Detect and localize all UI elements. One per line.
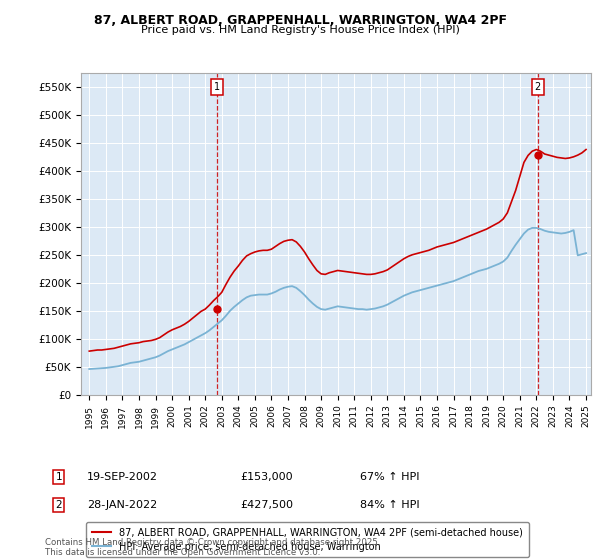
- Text: £153,000: £153,000: [240, 472, 293, 482]
- Text: Contains HM Land Registry data © Crown copyright and database right 2025.
This d: Contains HM Land Registry data © Crown c…: [45, 538, 380, 557]
- Text: 67% ↑ HPI: 67% ↑ HPI: [360, 472, 419, 482]
- Text: 1: 1: [55, 472, 62, 482]
- Text: Price paid vs. HM Land Registry's House Price Index (HPI): Price paid vs. HM Land Registry's House …: [140, 25, 460, 35]
- Text: 87, ALBERT ROAD, GRAPPENHALL, WARRINGTON, WA4 2PF: 87, ALBERT ROAD, GRAPPENHALL, WARRINGTON…: [94, 14, 506, 27]
- Text: 1: 1: [214, 82, 220, 92]
- Text: £427,500: £427,500: [240, 500, 293, 510]
- Legend: 87, ALBERT ROAD, GRAPPENHALL, WARRINGTON, WA4 2PF (semi-detached house), HPI: Av: 87, ALBERT ROAD, GRAPPENHALL, WARRINGTON…: [86, 522, 529, 557]
- Text: 84% ↑ HPI: 84% ↑ HPI: [360, 500, 419, 510]
- Text: 2: 2: [55, 500, 62, 510]
- Text: 2: 2: [535, 82, 541, 92]
- Text: 28-JAN-2022: 28-JAN-2022: [87, 500, 157, 510]
- Text: 19-SEP-2002: 19-SEP-2002: [87, 472, 158, 482]
